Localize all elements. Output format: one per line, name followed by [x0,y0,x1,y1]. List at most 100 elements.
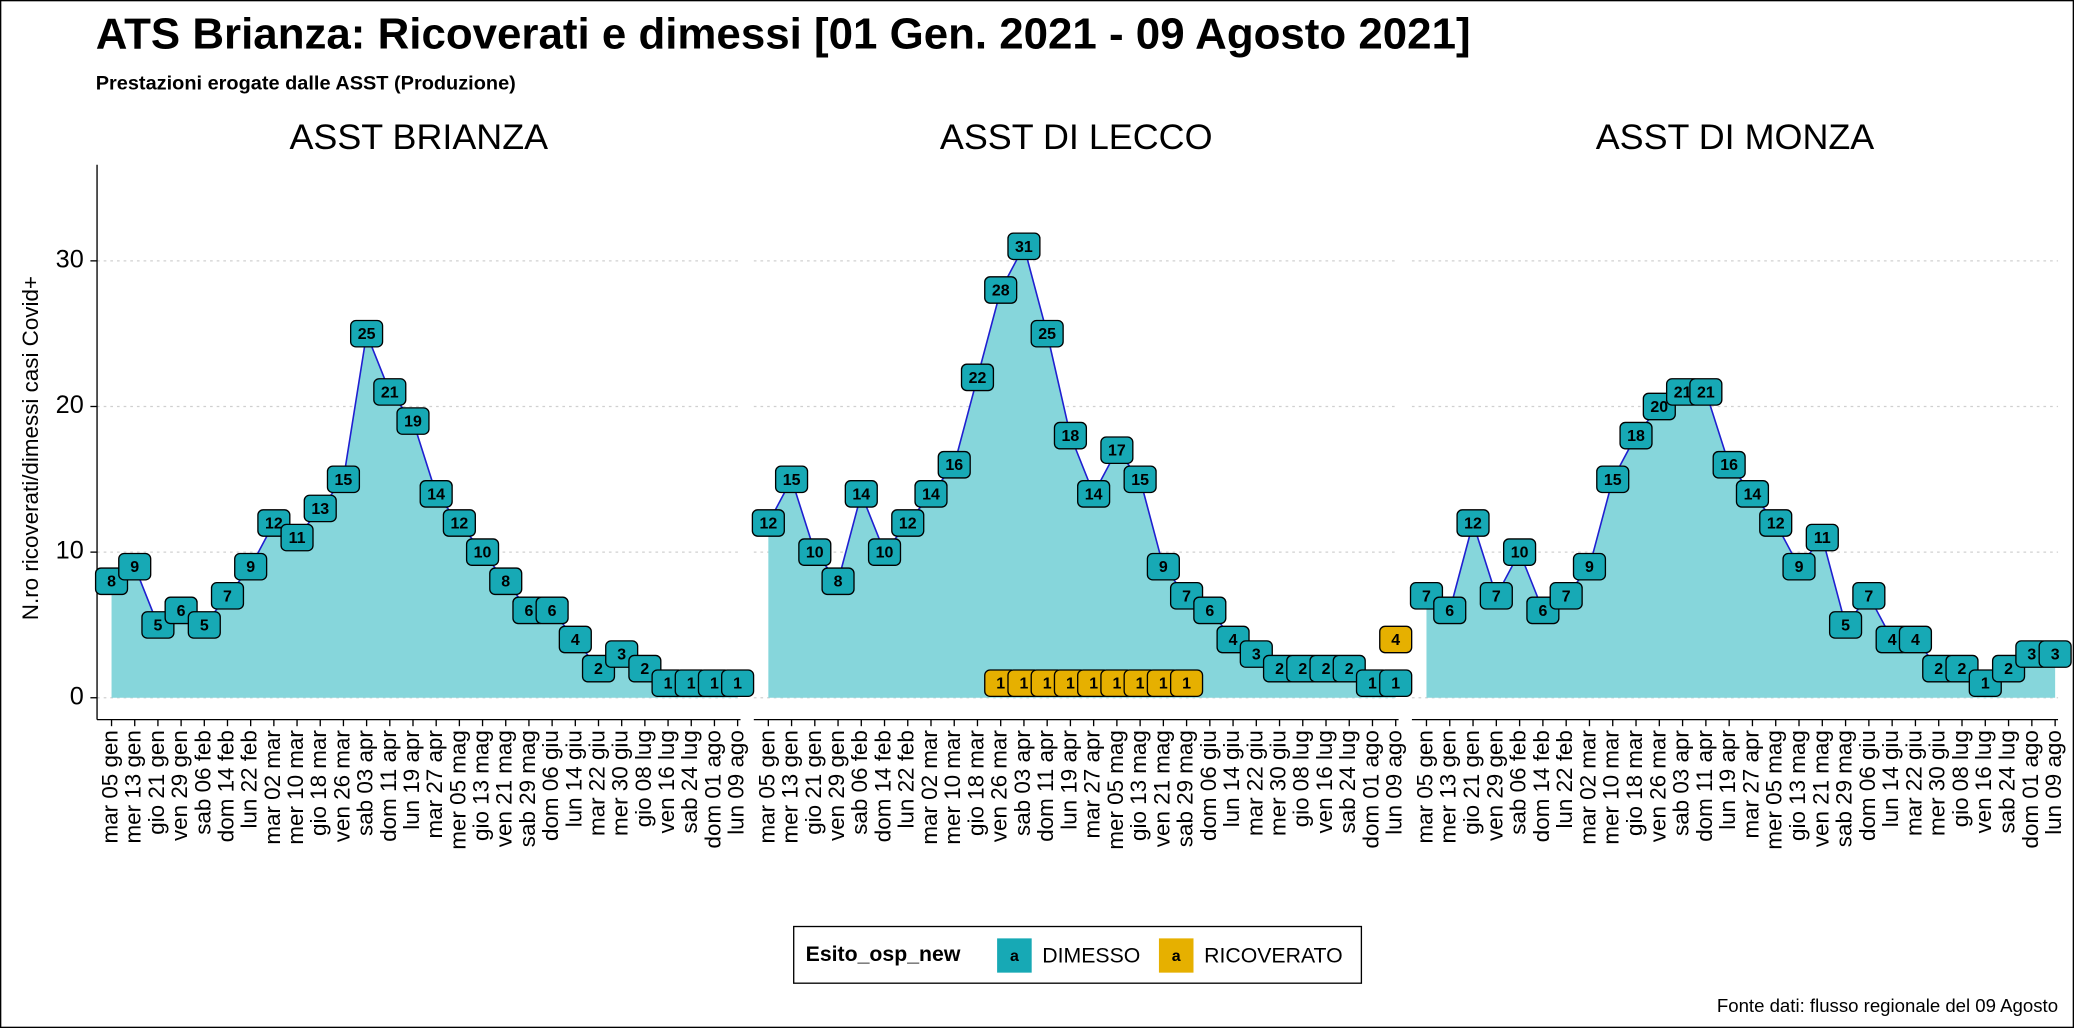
value-label: 7 [1182,588,1191,605]
value-label-box [751,509,785,537]
value-label: 2 [594,661,603,678]
value-label: 1 [1182,676,1191,693]
value-label: 1 [1136,676,1145,693]
value-label: 1 [996,676,1005,693]
x-tick-label: dom 14 feb [213,730,238,842]
value-label: 9 [1159,559,1168,576]
value-label: 1 [1089,676,1098,693]
legend-box [793,925,1363,984]
x-tick-label: dom 06 giu [538,730,563,841]
value-label: 15 [335,472,353,489]
value-label: 12 [1767,516,1785,533]
x-tick-label: gio 18 mar [963,730,988,836]
x-tick-label: dom 01 ago [1358,730,1383,848]
value-label-box [1100,436,1134,465]
x-tick-label: lun 19 apr [1715,730,1740,830]
value-label-box [1077,480,1111,508]
panel-title: ASST DI MONZA [1596,117,1875,157]
value-label: 1 [1159,676,1168,693]
value-label: 4 [1888,632,1897,649]
value-label: 28 [992,283,1010,300]
x-tick-label: gio 21 gen [144,730,169,835]
y-tick-label: 20 [56,391,84,419]
value-label-box [280,523,314,552]
x-tick-label: ven 26 mar [329,730,354,843]
x-tick-label: mar 05 gen [97,730,122,843]
value-label: 7 [1422,588,1431,605]
x-tick-label: sab 03 apr [1010,730,1035,836]
value-label: 1 [710,676,719,693]
value-label-box [1735,480,1770,508]
x-tick-label: mer 05 mag [445,730,470,850]
value-label: 3 [2051,647,2060,664]
value-label: 2 [1275,661,1284,678]
x-tick-label: mar 27 apr [1080,730,1105,839]
value-label-box [984,276,1018,304]
legend-key [1158,938,1194,973]
value-label: 12 [450,516,468,533]
value-label-box [234,552,268,581]
value-label: 2 [1958,661,1967,678]
value-label-box [1193,596,1227,625]
value-label: 1 [1066,676,1075,693]
value-label: 9 [130,559,139,576]
value-label: 9 [1585,559,1594,576]
x-tick-label: lun 22 feb [1552,730,1577,828]
x-tick-label: lun 14 giu [561,730,586,827]
value-label: 4 [1229,632,1238,649]
value-label-box [914,480,948,508]
value-label-box [419,480,453,508]
value-label-box [1502,538,1537,566]
value-label-box [1379,669,1413,698]
value-label: 14 [1085,486,1103,503]
value-label-box [891,509,925,537]
x-tick-label: lun 19 apr [1056,730,1081,830]
legend-key-glyph: a [1010,948,1019,965]
area [111,333,738,698]
value-label-box [1479,581,1513,610]
x-tick-label: dom 14 feb [1529,730,1554,842]
x-tick-label: gio 18 mar [1622,730,1647,836]
x-tick-label: mar 22 giu [584,730,609,836]
value-label-box [1828,611,1863,639]
area [768,246,1396,698]
value-label-box [1146,552,1180,581]
value-label-box [1619,421,1653,450]
value-label: 1 [1391,676,1400,693]
value-label: 15 [1131,472,1149,489]
value-label: 2 [2004,661,2013,678]
legend-key [997,938,1032,973]
x-tick-label: lun 09 ago [1382,730,1407,835]
value-label: 4 [1911,632,1920,649]
y-axis-label: N.ro ricoverati/dimessi casi Covid+ [18,276,43,620]
x-tick-label: lun 14 giu [1878,730,1903,827]
value-label: 15 [783,472,801,489]
value-label-box [373,378,407,406]
x-tick-label: dom 11 apr [1692,730,1717,842]
x-tick-label: mar 05 gen [1412,730,1437,843]
x-tick-label: sab 24 lug [1994,730,2019,833]
value-label-box [396,407,430,435]
x-tick-label: gio 18 mar [306,730,331,836]
x-tick-label: ven 26 mar [987,730,1012,843]
x-tick-label: ven 16 lug [654,730,679,833]
value-label: 14 [427,486,445,503]
value-label: 3 [617,647,626,664]
value-label-box [960,363,995,392]
value-label: 21 [1697,384,1715,401]
x-tick-label: sab 06 feb [190,730,215,835]
value-label: 1 [1112,676,1121,693]
x-tick-label: sab 03 apr [352,730,377,836]
value-label-box [1596,465,1630,494]
value-label: 16 [1720,457,1738,474]
value-label: 5 [200,617,209,634]
value-label: 12 [1464,516,1482,533]
value-label: 1 [1368,676,1377,693]
value-label: 1 [1019,676,1028,693]
value-label: 2 [640,661,649,678]
value-label: 4 [1391,632,1400,649]
x-tick-label: dom 11 apr [376,730,401,842]
x-tick-label: ven 21 mag [492,730,517,847]
subtitle: Prestazioni erogate dalle ASST (Produzio… [96,73,516,95]
x-tick-label: dom 01 ago [700,730,725,848]
